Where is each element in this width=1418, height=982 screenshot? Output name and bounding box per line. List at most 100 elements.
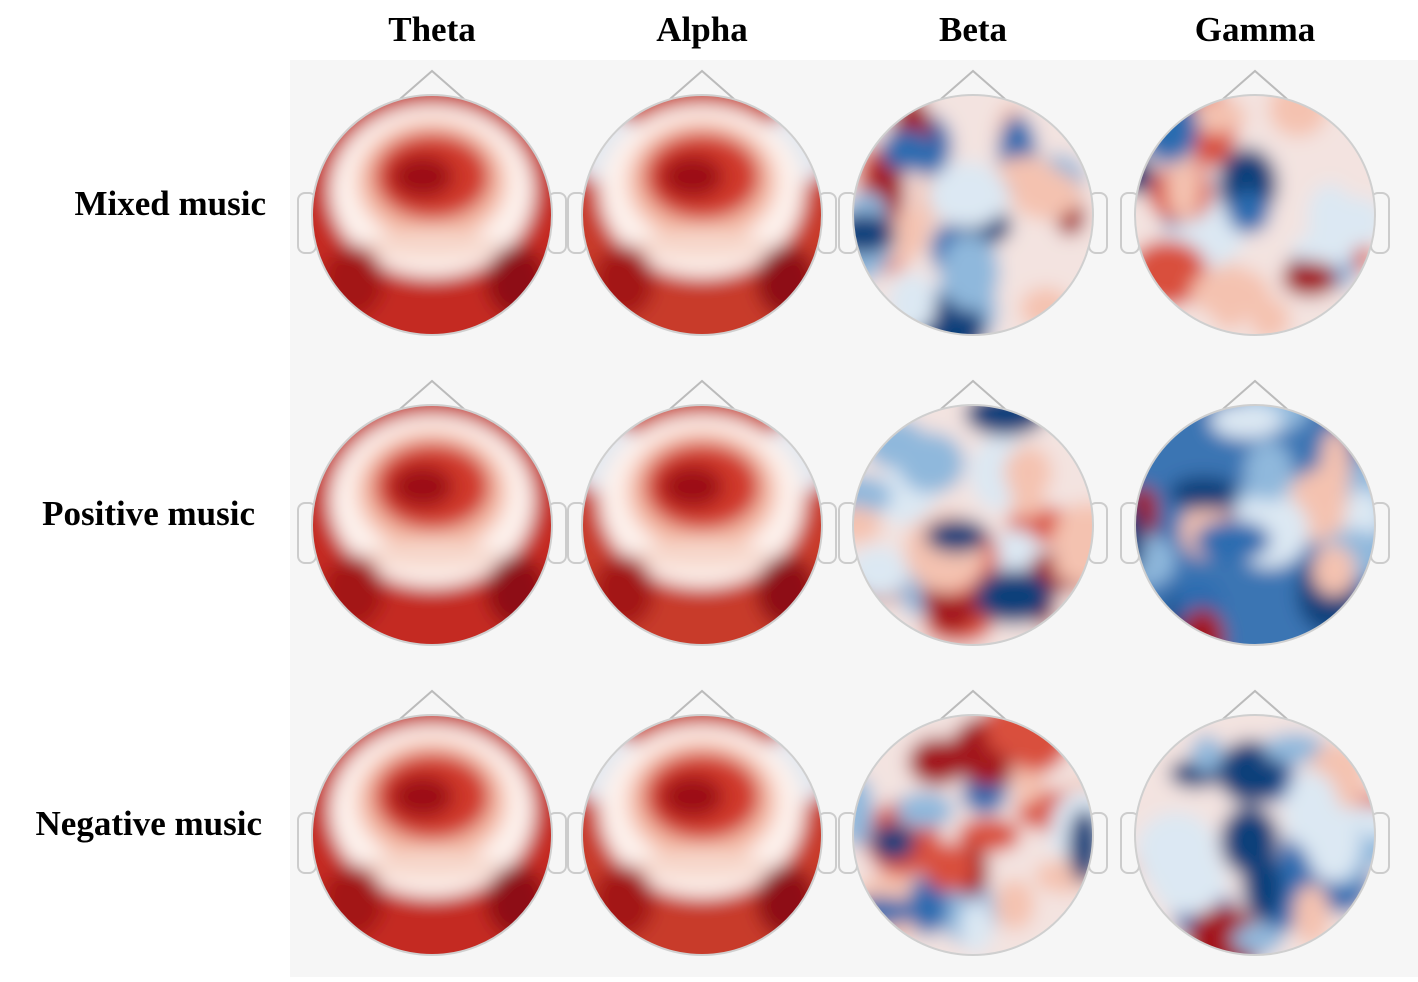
head-outline — [852, 94, 1094, 336]
map-blob — [1292, 232, 1356, 266]
map-blob — [964, 405, 1047, 436]
map-blob — [1011, 168, 1082, 220]
map-blob — [960, 901, 993, 954]
map-blob — [1312, 544, 1356, 597]
map-blob — [1210, 405, 1283, 439]
topomap — [838, 69, 1108, 336]
map-fill — [853, 405, 1093, 645]
map-blob — [636, 230, 768, 260]
map-blob — [1169, 475, 1239, 511]
head-outline — [311, 714, 553, 956]
column-label: Alpha — [656, 10, 747, 49]
nose — [1222, 379, 1288, 410]
row-label: Negative music — [36, 804, 262, 843]
topomap — [838, 689, 1108, 956]
map-blob — [661, 465, 724, 509]
head-outline — [1134, 714, 1376, 956]
map-blob — [925, 519, 988, 554]
map-blob — [940, 234, 1000, 311]
map-fill — [582, 405, 822, 645]
map-blob — [391, 775, 454, 819]
map-blobs — [853, 715, 1093, 955]
column-label: Theta — [388, 10, 476, 49]
head-outline — [311, 404, 553, 646]
nose — [399, 69, 465, 100]
topomap — [1120, 379, 1390, 646]
map-blob — [994, 879, 1035, 930]
map-blob — [1135, 534, 1176, 588]
map-fill — [312, 95, 552, 335]
map-blob — [924, 842, 974, 892]
head-outline — [311, 94, 553, 336]
map-blob — [853, 775, 874, 848]
map-blob — [974, 569, 1053, 624]
map-blobs — [853, 405, 1093, 645]
map-blob — [1293, 883, 1330, 946]
map-blob — [1010, 486, 1045, 519]
map-blob — [1186, 905, 1262, 955]
map-blob — [636, 850, 768, 880]
map-blob — [1227, 191, 1270, 234]
map-blob — [1320, 428, 1350, 501]
nose — [940, 69, 1006, 100]
nose — [940, 379, 1006, 410]
map-blobs — [312, 95, 552, 335]
head-outline — [581, 94, 823, 336]
map-blobs — [582, 405, 822, 645]
head-outline — [1134, 94, 1376, 336]
map-blob — [1191, 735, 1223, 774]
map-blob — [880, 129, 933, 172]
map-fill — [312, 715, 552, 955]
map-blob — [366, 850, 498, 880]
head-outline — [581, 404, 823, 646]
topomap — [1120, 689, 1390, 956]
nose — [669, 379, 735, 410]
column-label: Beta — [939, 10, 1007, 49]
head-outline — [852, 404, 1094, 646]
map-blob — [661, 775, 724, 819]
map-blob — [1242, 846, 1284, 923]
topomap — [297, 69, 567, 336]
map-blob — [1244, 440, 1293, 502]
topomap — [838, 379, 1108, 646]
map-blob — [1004, 446, 1052, 499]
map-blob — [366, 540, 498, 570]
nose — [669, 69, 735, 100]
map-blob — [853, 213, 896, 255]
map-fill — [1135, 715, 1375, 955]
nose — [669, 689, 735, 720]
nose — [399, 379, 465, 410]
map-blobs — [312, 405, 552, 645]
map-blob — [1231, 924, 1284, 954]
map-blob — [391, 465, 454, 509]
map-blob — [391, 155, 454, 199]
head-outline — [1134, 404, 1376, 646]
map-blob — [1166, 155, 1201, 221]
map-fill — [312, 405, 552, 645]
topomap — [297, 379, 567, 646]
map-blob — [1194, 520, 1271, 561]
head-outline — [581, 714, 823, 956]
topomap — [567, 379, 837, 646]
map-blob — [957, 817, 1021, 853]
map-fill — [853, 715, 1093, 955]
nose — [1222, 69, 1288, 100]
row-label: Mixed music — [74, 184, 266, 223]
nose — [940, 689, 1006, 720]
map-blob — [895, 791, 955, 829]
map-blob — [661, 155, 724, 199]
row-label: Positive music — [42, 494, 255, 533]
map-blob — [1268, 95, 1328, 137]
map-blob — [898, 432, 965, 494]
column-label: Gamma — [1195, 10, 1316, 49]
map-blob — [636, 540, 768, 570]
map-blob — [1135, 812, 1218, 893]
map-blob — [871, 824, 916, 861]
map-blob — [366, 230, 498, 260]
head-outline — [852, 714, 1094, 956]
topomap — [297, 689, 567, 956]
map-blob — [1263, 733, 1328, 764]
map-blob — [1282, 260, 1338, 297]
map-blob — [927, 162, 1009, 228]
